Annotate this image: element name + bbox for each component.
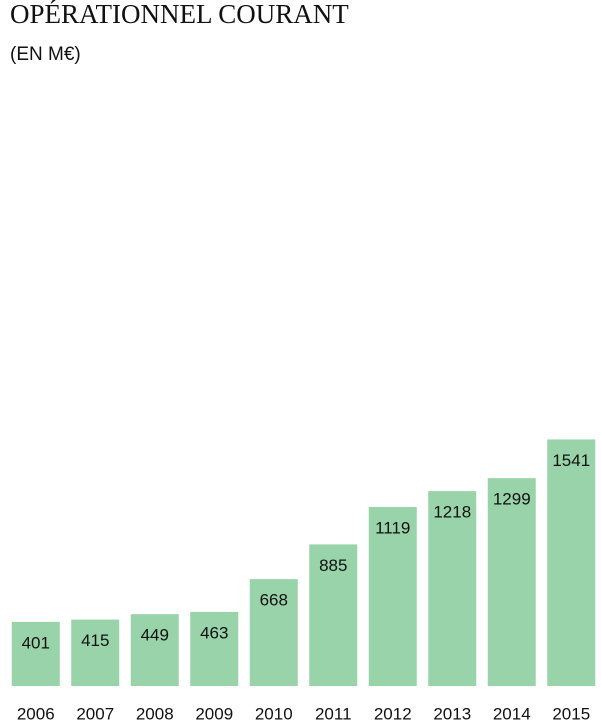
bar: [368, 506, 417, 686]
x-tick-label: 2010: [255, 704, 293, 723]
bar: [11, 621, 60, 686]
x-tick-label: 2015: [552, 704, 590, 723]
value-label: 1541: [552, 451, 590, 470]
bar: [309, 544, 358, 686]
x-tick-label: 2014: [493, 704, 531, 723]
bar: [71, 619, 120, 686]
value-label: 463: [200, 623, 228, 642]
value-label: 401: [22, 633, 50, 652]
x-tick-label: 2013: [433, 704, 471, 723]
x-tick-label: 2011: [315, 704, 352, 723]
chart-subtitle: (EN M€): [10, 44, 81, 65]
bar: [249, 579, 298, 686]
bar: [487, 478, 536, 686]
x-tick-label: 2007: [76, 704, 114, 723]
value-label: 1218: [433, 503, 471, 522]
x-tick-label: 2008: [136, 704, 174, 723]
bar: [130, 614, 179, 686]
chart-title: OPÉRATIONNEL COURANT: [10, 0, 349, 29]
bar: [547, 439, 596, 686]
x-tick-label: 2006: [17, 704, 55, 723]
value-label: 885: [319, 556, 347, 575]
value-label: 1299: [493, 490, 531, 509]
value-label: 449: [141, 626, 169, 645]
bar: [428, 491, 477, 686]
bar: [190, 611, 239, 686]
x-tick-label: 2009: [195, 704, 233, 723]
x-tick-label: 2012: [374, 704, 412, 723]
value-label: 1119: [375, 518, 410, 537]
value-label: 668: [260, 591, 288, 610]
value-label: 415: [81, 631, 109, 650]
